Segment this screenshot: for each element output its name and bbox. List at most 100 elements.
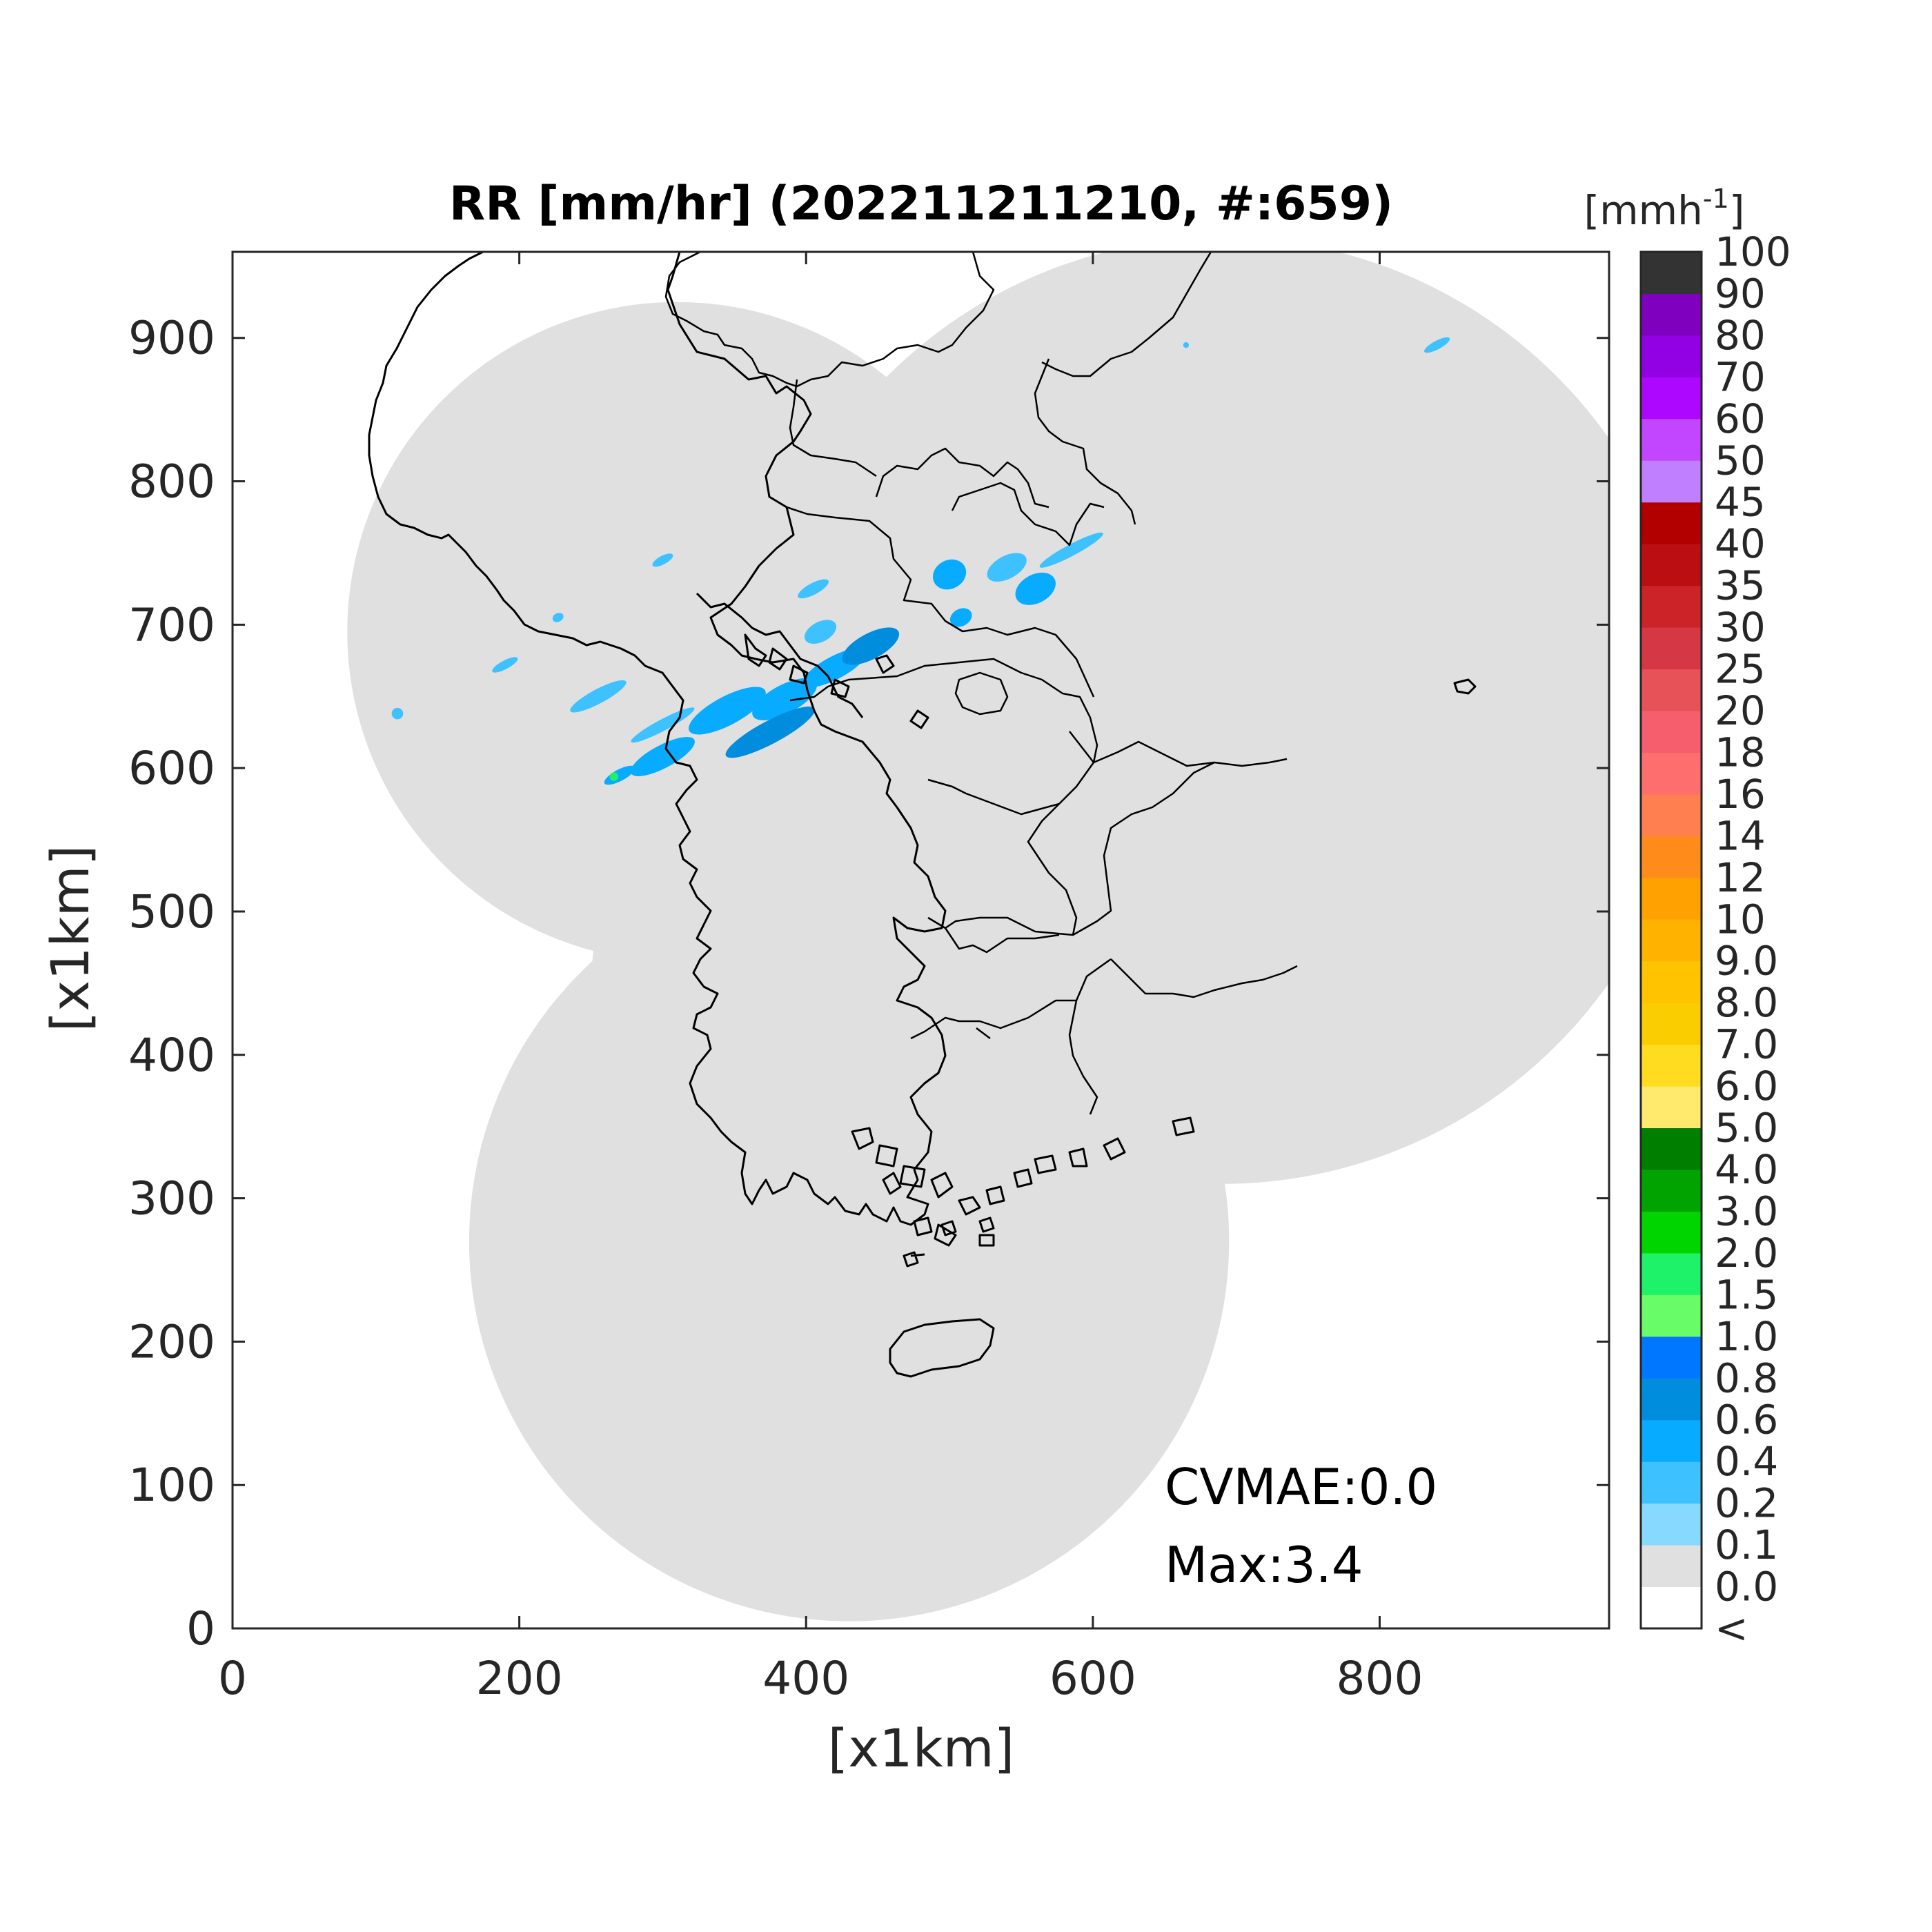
colorbar-label: 40 [1715, 520, 1766, 567]
axes-frame [231, 250, 1610, 1630]
precip-cell-8 [798, 579, 829, 599]
colorbar-cell-31 [1641, 293, 1702, 336]
colorbar-label: 14 [1715, 812, 1766, 859]
y-tick-label: 200 [128, 1315, 215, 1368]
colorbar-cell-1 [1641, 1545, 1702, 1588]
north-korea-borders [786, 252, 1212, 698]
precip-cell-7 [804, 620, 837, 644]
colorbar-cells [1641, 252, 1702, 1629]
colorbar-cell-32 [1641, 252, 1702, 294]
china-border [664, 252, 995, 388]
precip-cell-11 [1015, 572, 1056, 605]
precip-cell-2 [689, 687, 766, 735]
colorbar-cell-17 [1641, 877, 1702, 920]
colorbar-unit: [mmh-1] [1584, 184, 1745, 234]
colorbar-cell-27 [1641, 460, 1702, 503]
colorbar-unit-exp: -1 [1703, 184, 1729, 214]
y-axis: 0 100 200 300 400 500 600 700 800 900 [128, 312, 1609, 1655]
precip-cell-6 [842, 627, 900, 665]
colorbar-label: 90 [1715, 270, 1766, 317]
colorbar-label: 0.2 [1715, 1480, 1778, 1527]
colorbar-label: 4.0 [1715, 1146, 1778, 1193]
colorbar-cell-23 [1641, 627, 1702, 670]
precip-cell-19 [652, 553, 673, 567]
colorbar-label: 0.1 [1715, 1521, 1778, 1568]
colorbar-label: 1.5 [1715, 1271, 1778, 1318]
colorbar-label: 100 [1715, 228, 1791, 275]
precip-cell-10 [987, 553, 1027, 582]
precip-cell-9 [932, 559, 967, 590]
colorbar-label: 12 [1715, 854, 1766, 901]
precip-cell-0 [570, 680, 627, 713]
colorbar-cell-21 [1641, 711, 1702, 753]
x-tick-label: 800 [1337, 1652, 1423, 1705]
precip-cell-3 [752, 678, 817, 720]
colorbar-cell-29 [1641, 377, 1702, 420]
colorbar: [mmh-1] <0.00.10.20.40.60.81.01.52.03.04… [1584, 184, 1791, 1652]
colorbar-label: 45 [1715, 479, 1766, 526]
precip-cell-21 [1424, 337, 1450, 353]
southwest-islands [851, 1116, 1195, 1268]
plot-area: 0 200 400 600 800 0 100 200 300 400 500 600 700 800 9… [128, 250, 1610, 1705]
colorbar-unit-close: ] [1729, 187, 1745, 234]
colorbar-cell-0 [1641, 1586, 1702, 1629]
colorbar-label: 25 [1715, 646, 1766, 693]
colorbar-cell-5 [1641, 1378, 1702, 1421]
x-tick-label: 0 [218, 1652, 247, 1705]
colorbar-label: 1.0 [1715, 1313, 1778, 1360]
precip-cell-22 [1183, 342, 1190, 348]
cvmae-annotation: CVMAE:0.0 [1165, 1458, 1437, 1516]
precip-cell-1 [631, 707, 695, 743]
colorbar-label: 30 [1715, 604, 1766, 651]
colorbar-cell-4 [1641, 1419, 1702, 1462]
colorbar-labels: <0.00.10.20.40.60.81.01.52.03.04.05.06.0… [1715, 228, 1791, 1652]
colorbar-label: 0.6 [1715, 1397, 1778, 1443]
precip-cell-4 [725, 707, 815, 758]
colorbar-label: 16 [1715, 771, 1766, 818]
x-tick-label: 400 [762, 1652, 849, 1705]
chart-title: RR [mm/hr] (202211211210, #:659) [449, 177, 1393, 231]
colorbar-label: 70 [1715, 353, 1766, 400]
jeju-island [889, 1318, 995, 1378]
colorbar-label: < [1715, 1605, 1748, 1652]
colorbar-label: 8.0 [1715, 979, 1778, 1026]
colorbar-cell-2 [1641, 1503, 1702, 1546]
colorbar-cell-8 [1641, 1252, 1702, 1295]
y-tick-label: 500 [128, 885, 215, 938]
colorbar-cell-26 [1641, 502, 1702, 544]
colorbar-label: 10 [1715, 896, 1766, 943]
colorbar-cell-3 [1641, 1461, 1702, 1504]
colorbar-cell-9 [1641, 1211, 1702, 1254]
colorbar-cell-14 [1641, 1003, 1702, 1045]
colorbar-unit-base: [mmh [1584, 187, 1703, 234]
colorbar-label: 20 [1715, 687, 1766, 734]
colorbar-cell-25 [1641, 544, 1702, 586]
colorbar-label: 9.0 [1715, 938, 1778, 985]
coverage-circle-3 [591, 660, 1251, 1321]
x-tick-label: 600 [1049, 1652, 1136, 1705]
precip-cell-17 [492, 657, 518, 673]
colorbar-cell-11 [1641, 1127, 1702, 1170]
map-outlines [368, 252, 1477, 1378]
colorbar-label: 18 [1715, 729, 1766, 776]
x-axis: 0 200 400 600 800 [218, 252, 1423, 1705]
y-tick-label: 100 [128, 1459, 215, 1512]
colorbar-cell-28 [1641, 418, 1702, 461]
colorbar-cell-7 [1641, 1294, 1702, 1337]
precip-cell-20 [552, 613, 564, 622]
x-tick-label: 200 [476, 1652, 563, 1705]
y-axis-label: [x1km] [39, 845, 101, 1032]
y-tick-label: 300 [128, 1172, 215, 1225]
colorbar-cell-20 [1641, 752, 1702, 795]
colorbar-cell-6 [1641, 1336, 1702, 1379]
seoul-outline [954, 671, 1009, 716]
precip-cell-18 [391, 707, 404, 720]
y-tick-label: 700 [128, 598, 215, 651]
colorbar-label: 80 [1715, 312, 1766, 359]
colorbar-cell-24 [1641, 585, 1702, 628]
precipitation-layer [391, 337, 1450, 785]
y-tick-label: 900 [128, 312, 215, 365]
colorbar-label: 7.0 [1715, 1021, 1778, 1068]
y-tick-label: 0 [186, 1602, 215, 1655]
